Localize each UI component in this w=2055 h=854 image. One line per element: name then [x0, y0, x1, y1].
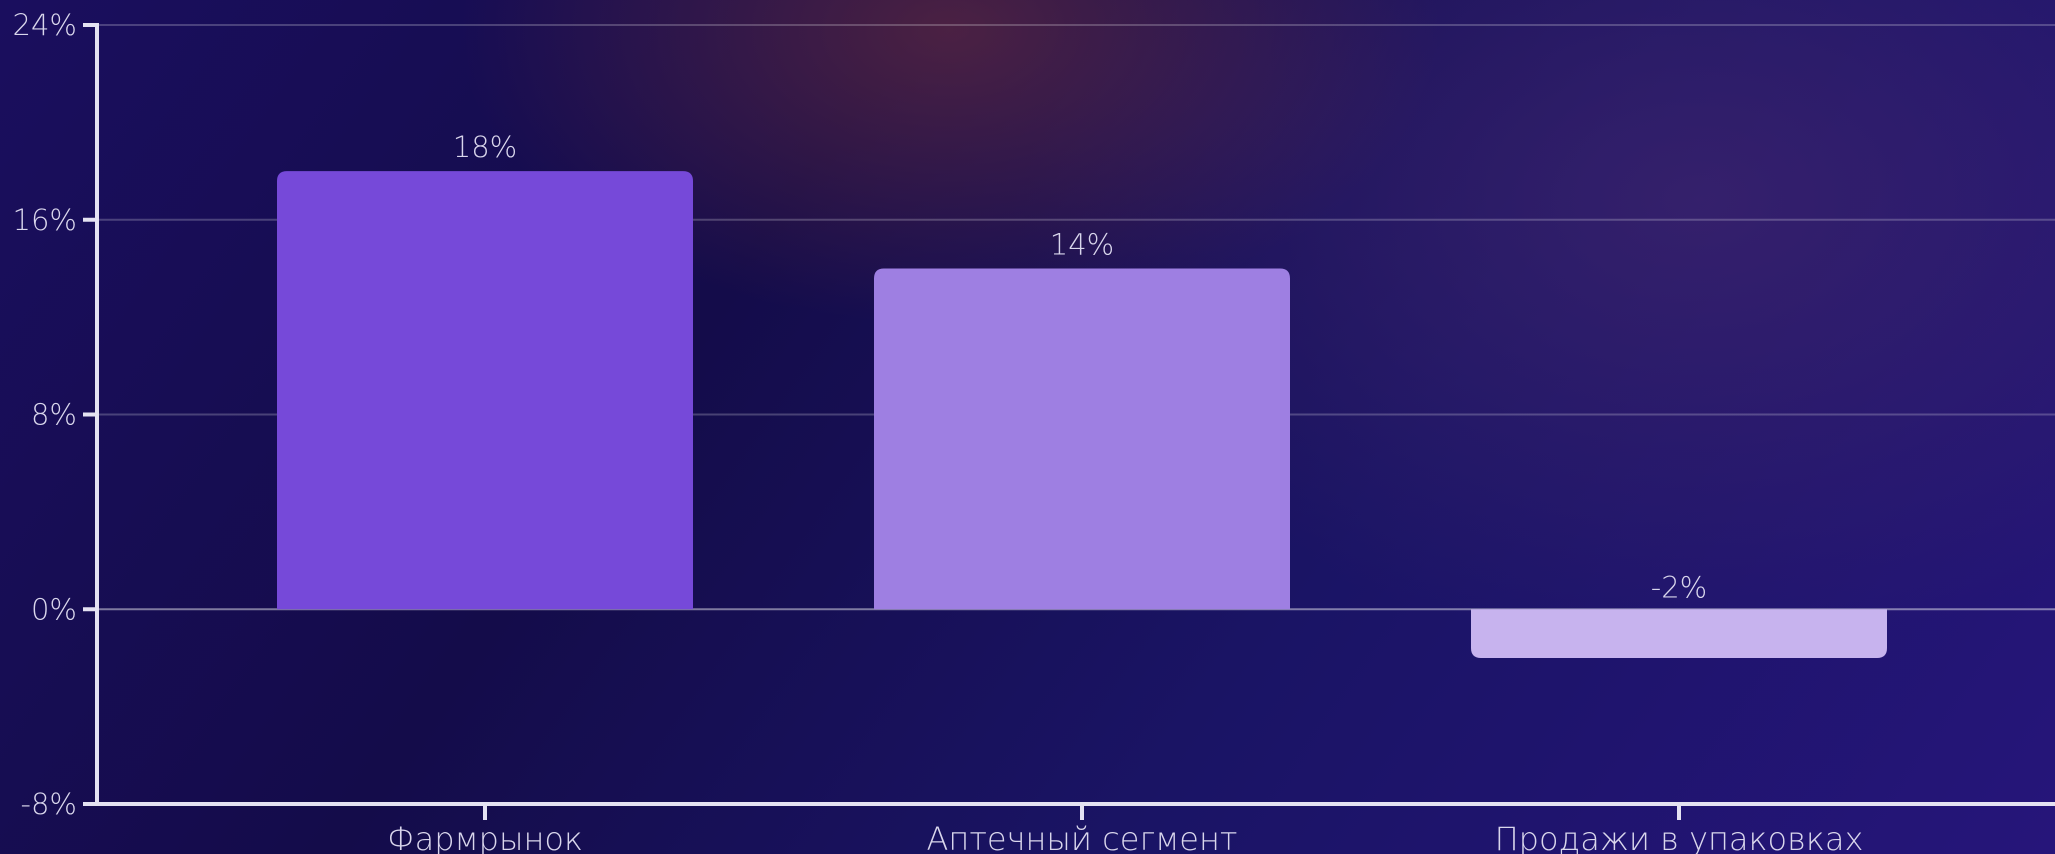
- bar-1: [277, 171, 693, 610]
- data-label-1: 18%: [453, 130, 517, 164]
- bar-2: [874, 268, 1290, 610]
- labels: 18% Фармрынок 14% Аптечный сегмент -2% Продаж…: [13, 8, 1864, 854]
- bars: [277, 171, 1887, 658]
- bar-3: [1471, 609, 1887, 658]
- x-tick-label-3: Продажи в упаковках: [1495, 820, 1864, 854]
- x-tick-label-1: Фармрынок: [387, 820, 583, 854]
- y-tick-label: 16%: [13, 203, 77, 237]
- y-tick-label: 8%: [31, 398, 77, 432]
- y-tick-label: 0%: [31, 592, 77, 626]
- y-tick-label: 24%: [13, 8, 77, 42]
- y-tick-label: -8%: [21, 787, 77, 821]
- data-label-3: -2%: [1651, 570, 1707, 604]
- data-label-2: 14%: [1050, 227, 1114, 261]
- axes: [83, 23, 2055, 820]
- x-tick-label-2: Аптечный сегмент: [927, 820, 1238, 854]
